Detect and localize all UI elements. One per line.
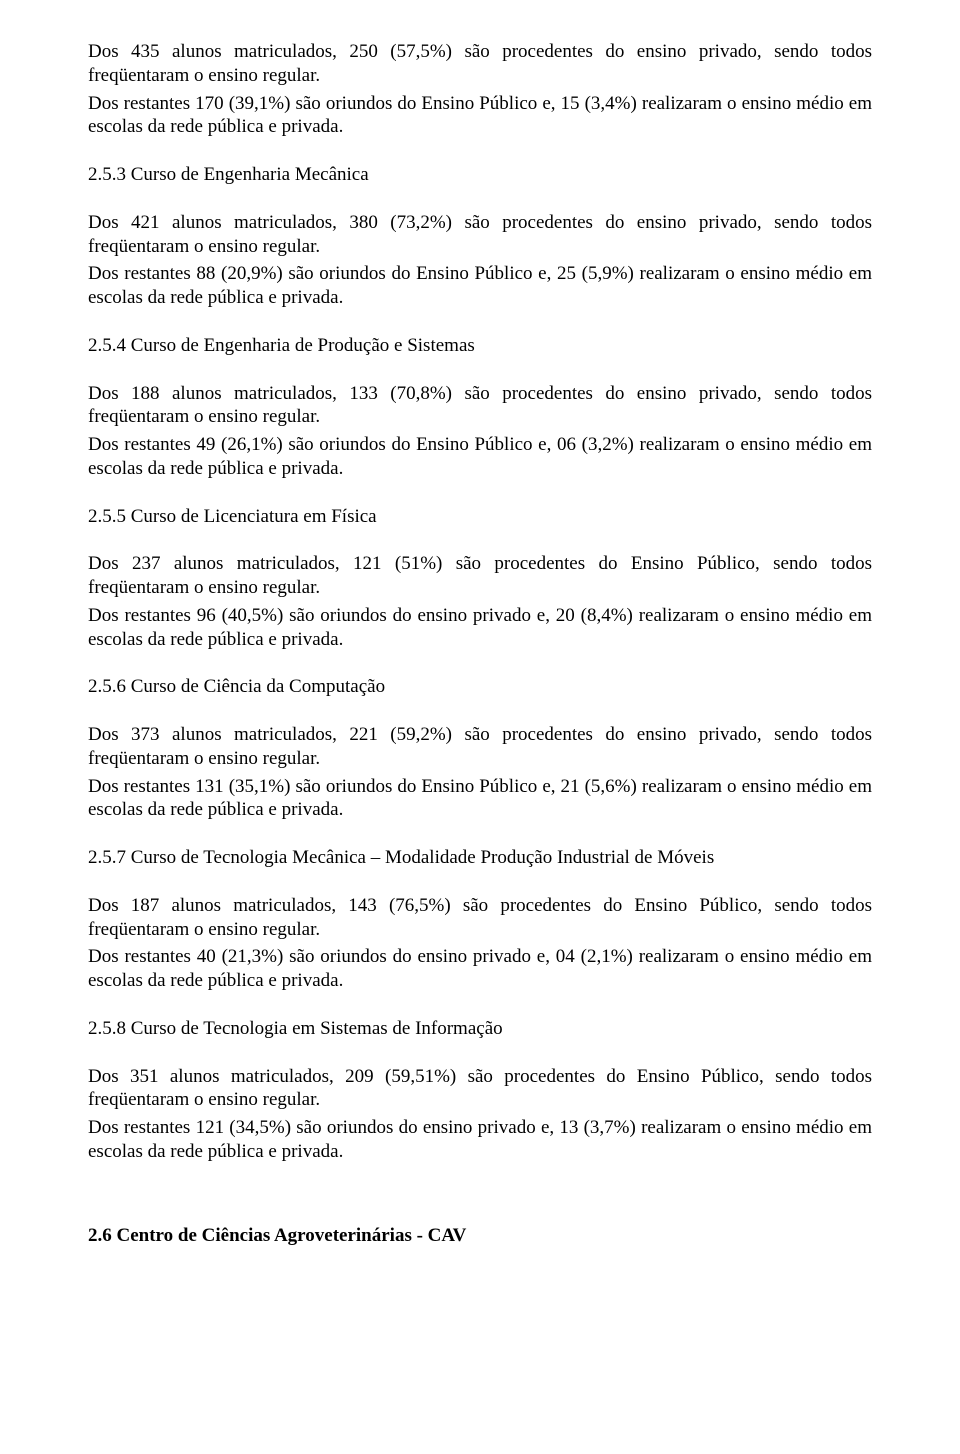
- course-intro: Dos 373 alunos matriculados, 221 (59,2%)…: [88, 723, 872, 771]
- course-rest: Dos restantes 170 (39,1%) são oriundos d…: [88, 92, 872, 140]
- course-block-2: Dos 188 alunos matriculados, 133 (70,8%)…: [88, 382, 872, 481]
- section-heading-254: 2.5.4 Curso de Engenharia de Produção e …: [88, 334, 872, 358]
- course-intro: Dos 237 alunos matriculados, 121 (51%) s…: [88, 552, 872, 600]
- course-block-4: Dos 373 alunos matriculados, 221 (59,2%)…: [88, 723, 872, 822]
- course-intro: Dos 351 alunos matriculados, 209 (59,51%…: [88, 1065, 872, 1113]
- course-rest: Dos restantes 49 (26,1%) são oriundos do…: [88, 433, 872, 481]
- section-heading-253: 2.5.3 Curso de Engenharia Mecânica: [88, 163, 872, 187]
- course-block-1: Dos 421 alunos matriculados, 380 (73,2%)…: [88, 211, 872, 310]
- course-block-5: Dos 187 alunos matriculados, 143 (76,5%)…: [88, 894, 872, 993]
- course-intro: Dos 187 alunos matriculados, 143 (76,5%)…: [88, 894, 872, 942]
- course-rest: Dos restantes 131 (35,1%) são oriundos d…: [88, 775, 872, 823]
- course-intro: Dos 421 alunos matriculados, 380 (73,2%)…: [88, 211, 872, 259]
- course-intro: Dos 435 alunos matriculados, 250 (57,5%)…: [88, 40, 872, 88]
- section-heading-258: 2.5.8 Curso de Tecnologia em Sistemas de…: [88, 1017, 872, 1041]
- course-rest: Dos restantes 40 (21,3%) são oriundos do…: [88, 945, 872, 993]
- section-heading-256: 2.5.6 Curso de Ciência da Computação: [88, 675, 872, 699]
- course-block-3: Dos 237 alunos matriculados, 121 (51%) s…: [88, 552, 872, 651]
- course-block-6: Dos 351 alunos matriculados, 209 (59,51%…: [88, 1065, 872, 1164]
- course-intro: Dos 188 alunos matriculados, 133 (70,8%)…: [88, 382, 872, 430]
- course-block-0: Dos 435 alunos matriculados, 250 (57,5%)…: [88, 40, 872, 139]
- section-heading-257: 2.5.7 Curso de Tecnologia Mecânica – Mod…: [88, 846, 872, 870]
- course-rest: Dos restantes 88 (20,9%) são oriundos do…: [88, 262, 872, 310]
- course-rest: Dos restantes 121 (34,5%) são oriundos d…: [88, 1116, 872, 1164]
- section-heading-26: 2.6 Centro de Ciências Agroveterinárias …: [88, 1224, 872, 1248]
- course-rest: Dos restantes 96 (40,5%) são oriundos do…: [88, 604, 872, 652]
- section-heading-255: 2.5.5 Curso de Licenciatura em Física: [88, 505, 872, 529]
